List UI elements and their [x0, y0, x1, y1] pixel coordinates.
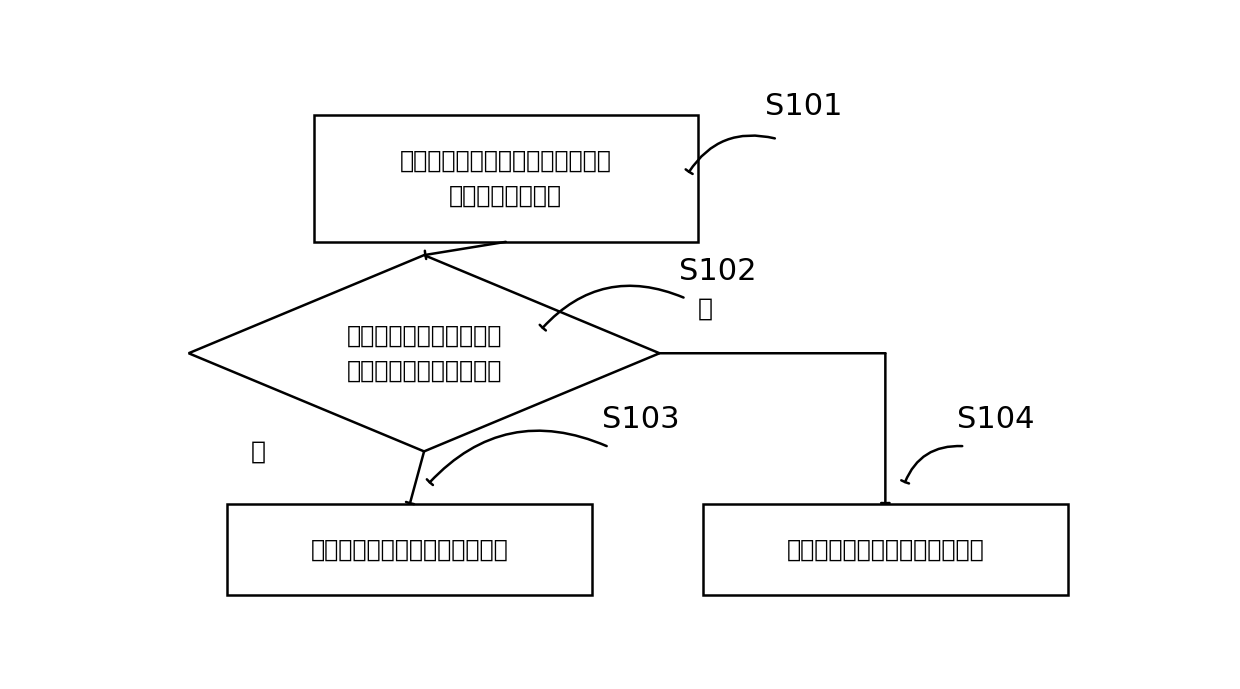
Text: 获取预设传感器工作区域内的环境
特征值的检测结果: 获取预设传感器工作区域内的环境 特征值的检测结果	[399, 148, 611, 208]
Text: S104: S104	[957, 405, 1035, 434]
Polygon shape	[188, 255, 660, 451]
Text: 否: 否	[698, 296, 713, 320]
Bar	[227, 504, 593, 595]
Bar	[703, 504, 1068, 595]
Text: 检测结果在预设传感器的
环境特征值允许范围内？: 检测结果在预设传感器的 环境特征值允许范围内？	[346, 324, 502, 383]
Text: S103: S103	[601, 405, 680, 434]
Text: 是: 是	[250, 440, 267, 464]
Bar	[314, 114, 698, 242]
Text: 屏蔽所述预设传感器的检测结果: 屏蔽所述预设传感器的检测结果	[786, 537, 985, 562]
Text: 获取所述预设传感器的检测结果: 获取所述预设传感器的检测结果	[311, 537, 508, 562]
Text: S101: S101	[765, 92, 843, 121]
Text: S102: S102	[678, 256, 756, 285]
